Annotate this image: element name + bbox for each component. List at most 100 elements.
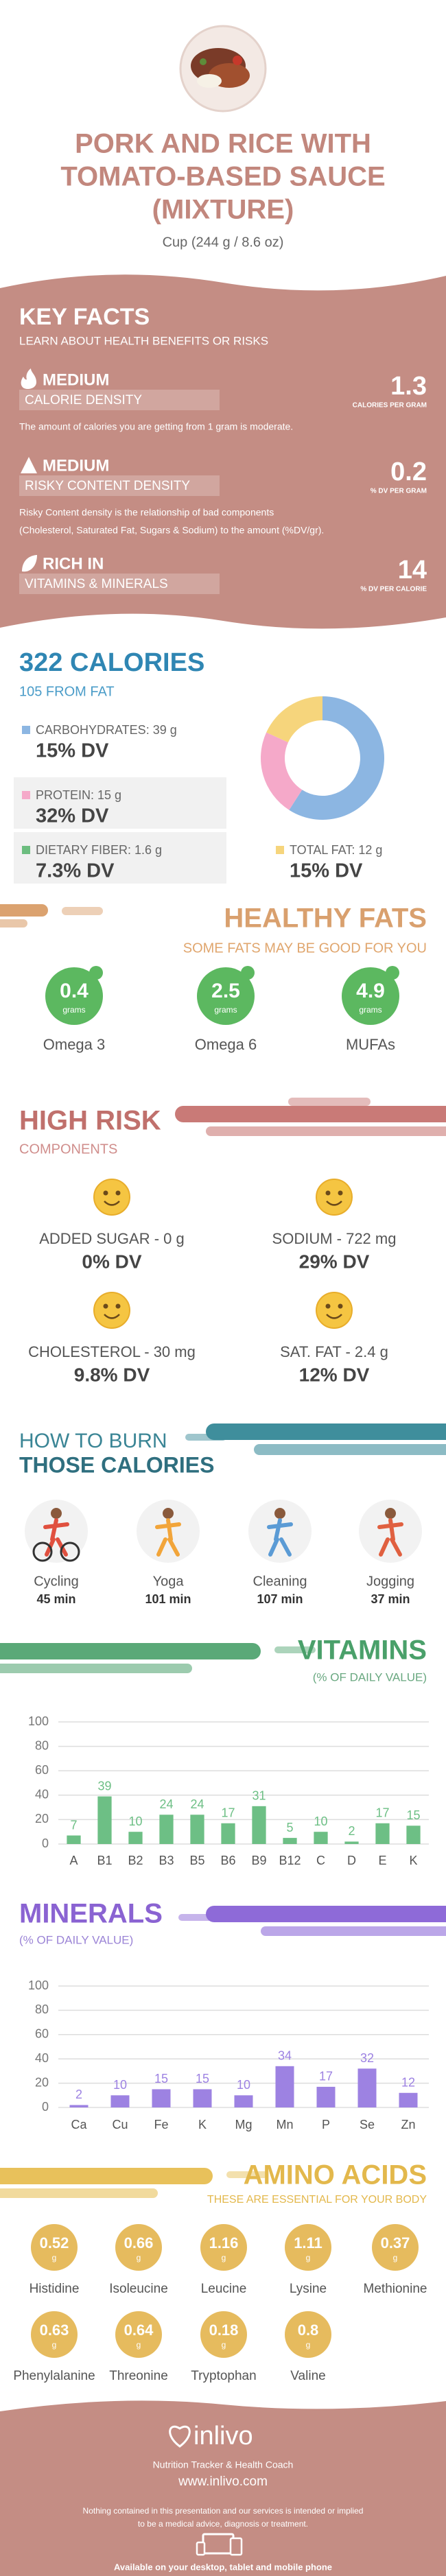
amino-name: Valine — [290, 2369, 325, 2383]
activity-name: Cleaning — [253, 1574, 307, 1589]
bar — [193, 2089, 212, 2107]
section-subtitle: LEARN ABOUT HEALTH BENEFITS OR RISKS — [19, 334, 268, 347]
bar — [234, 2095, 253, 2107]
nutrient-box — [14, 832, 226, 884]
decor-stripe — [185, 1434, 226, 1441]
decor-stripe — [0, 904, 48, 917]
amino-unit: g — [52, 2340, 57, 2350]
smiley-eye — [115, 1190, 121, 1196]
y-tick-label: 40 — [35, 2051, 49, 2065]
x-tick-label: Ca — [71, 2118, 87, 2131]
value-label: 39 — [97, 1779, 111, 1793]
fact-level: MEDIUM — [43, 456, 109, 475]
nutrient-dv: 32% DV — [36, 805, 109, 827]
value-label: 10 — [113, 2078, 127, 2092]
amino-value: 0.8 — [298, 2321, 319, 2339]
risk-dv: 9.8% DV — [74, 1364, 150, 1385]
amino-value: 0.37 — [381, 2234, 410, 2252]
amino-name: Methionine — [364, 2282, 427, 2296]
activity-time: 37 min — [371, 1592, 410, 1606]
calories-title: 322 CALORIES — [19, 648, 204, 677]
x-tick-label: Fe — [154, 2118, 168, 2131]
key-facts-background — [0, 274, 446, 629]
decor-stripe — [175, 1106, 446, 1122]
value-label: 2 — [75, 2088, 82, 2101]
fact-value: 0.2 — [390, 458, 427, 486]
fact-label: VITAMINS & MINERALS — [25, 577, 168, 591]
bar — [357, 2068, 377, 2107]
activity-icon-bg — [248, 1500, 312, 1563]
amino-name: Leucine — [201, 2282, 247, 2296]
amino-badge — [285, 2224, 331, 2271]
risk-dv: 12% DV — [299, 1364, 370, 1385]
bar — [110, 2095, 130, 2107]
nutrient-label: PROTEIN: 15 g — [36, 788, 121, 802]
value-label: 10 — [237, 2078, 250, 2092]
x-tick-label: Cu — [112, 2118, 128, 2131]
y-tick-label: 20 — [35, 1812, 49, 1825]
smiley-icon — [316, 1179, 353, 1216]
x-tick-label: D — [347, 1854, 356, 1867]
x-tick-label: E — [378, 1854, 386, 1867]
decor-stripe — [178, 1914, 220, 1921]
risk-label: SAT. FAT - 2.4 g — [280, 1343, 388, 1360]
risk-dv: 29% DV — [299, 1251, 370, 1272]
nutrient-label: CARBOHYDRATES: 39 g — [36, 723, 177, 737]
smiley-mouth — [104, 1314, 120, 1319]
amino-unit: g — [137, 2340, 141, 2350]
amino-value: 1.11 — [294, 2234, 322, 2252]
nutrient-dv: 15% DV — [290, 860, 363, 882]
bar — [316, 2086, 336, 2107]
bar — [252, 1806, 266, 1844]
amino-value: 0.66 — [124, 2234, 154, 2252]
activity-body — [155, 1518, 181, 1557]
activity-icon-bg — [25, 1500, 88, 1563]
nutrient-marker — [22, 846, 30, 854]
fact-level: MEDIUM — [43, 370, 109, 389]
device-phone — [196, 2541, 206, 2556]
y-tick-label: 0 — [42, 1836, 49, 1850]
title-line: (MIXTURE) — [152, 195, 294, 225]
smiley-mouth — [104, 1201, 120, 1206]
decor-stripe — [0, 1643, 261, 1659]
donut-segment — [289, 696, 384, 820]
bar — [275, 2066, 294, 2107]
decor-stripe — [206, 1906, 446, 1922]
amino-badge — [372, 2224, 419, 2271]
bar — [221, 1823, 235, 1844]
value-label: 2 — [348, 1824, 355, 1838]
nutrient-label: DIETARY FIBER: 1.6 g — [36, 843, 162, 857]
disclaimer: Nothing contained in this presentation a… — [83, 2506, 364, 2516]
activity-head — [274, 1508, 285, 1519]
bar — [375, 1823, 390, 1844]
fact-description: The amount of calories you are getting f… — [19, 421, 293, 432]
fat-unit: grams — [359, 1005, 382, 1015]
title-line: PORK AND RICE WITH — [75, 129, 371, 159]
fact-unit: CALORIES PER GRAM — [353, 402, 427, 410]
x-tick-label: B2 — [128, 1854, 143, 1867]
leaf-icon — [22, 555, 37, 572]
amino-value: 0.63 — [40, 2321, 69, 2339]
activity-head — [51, 1508, 62, 1519]
fat-badge — [45, 967, 103, 1025]
x-tick-label: K — [198, 2118, 207, 2131]
amino-name: Phenylalanine — [13, 2369, 95, 2383]
fact-value: 1.3 — [390, 372, 427, 401]
bar — [314, 1832, 328, 1844]
bar — [406, 1825, 421, 1844]
fat-badge — [342, 967, 399, 1025]
donut-segment — [266, 696, 322, 743]
y-tick-label: 80 — [35, 1738, 49, 1752]
x-tick-label: Zn — [401, 2118, 415, 2131]
fat-name: Omega 3 — [43, 1036, 106, 1053]
fact-description: Risky Content density is the relationshi… — [19, 507, 274, 518]
section-title: HEALTHY FATS — [224, 903, 427, 934]
fat-value: 2.5 — [211, 980, 240, 1002]
activity-head — [385, 1508, 396, 1519]
brand-url: www.inlivo.com — [178, 2474, 268, 2489]
smiley-eye — [115, 1303, 121, 1309]
nutrient-box — [14, 777, 226, 829]
value-label: 5 — [286, 1821, 293, 1834]
amino-badge — [115, 2311, 162, 2358]
